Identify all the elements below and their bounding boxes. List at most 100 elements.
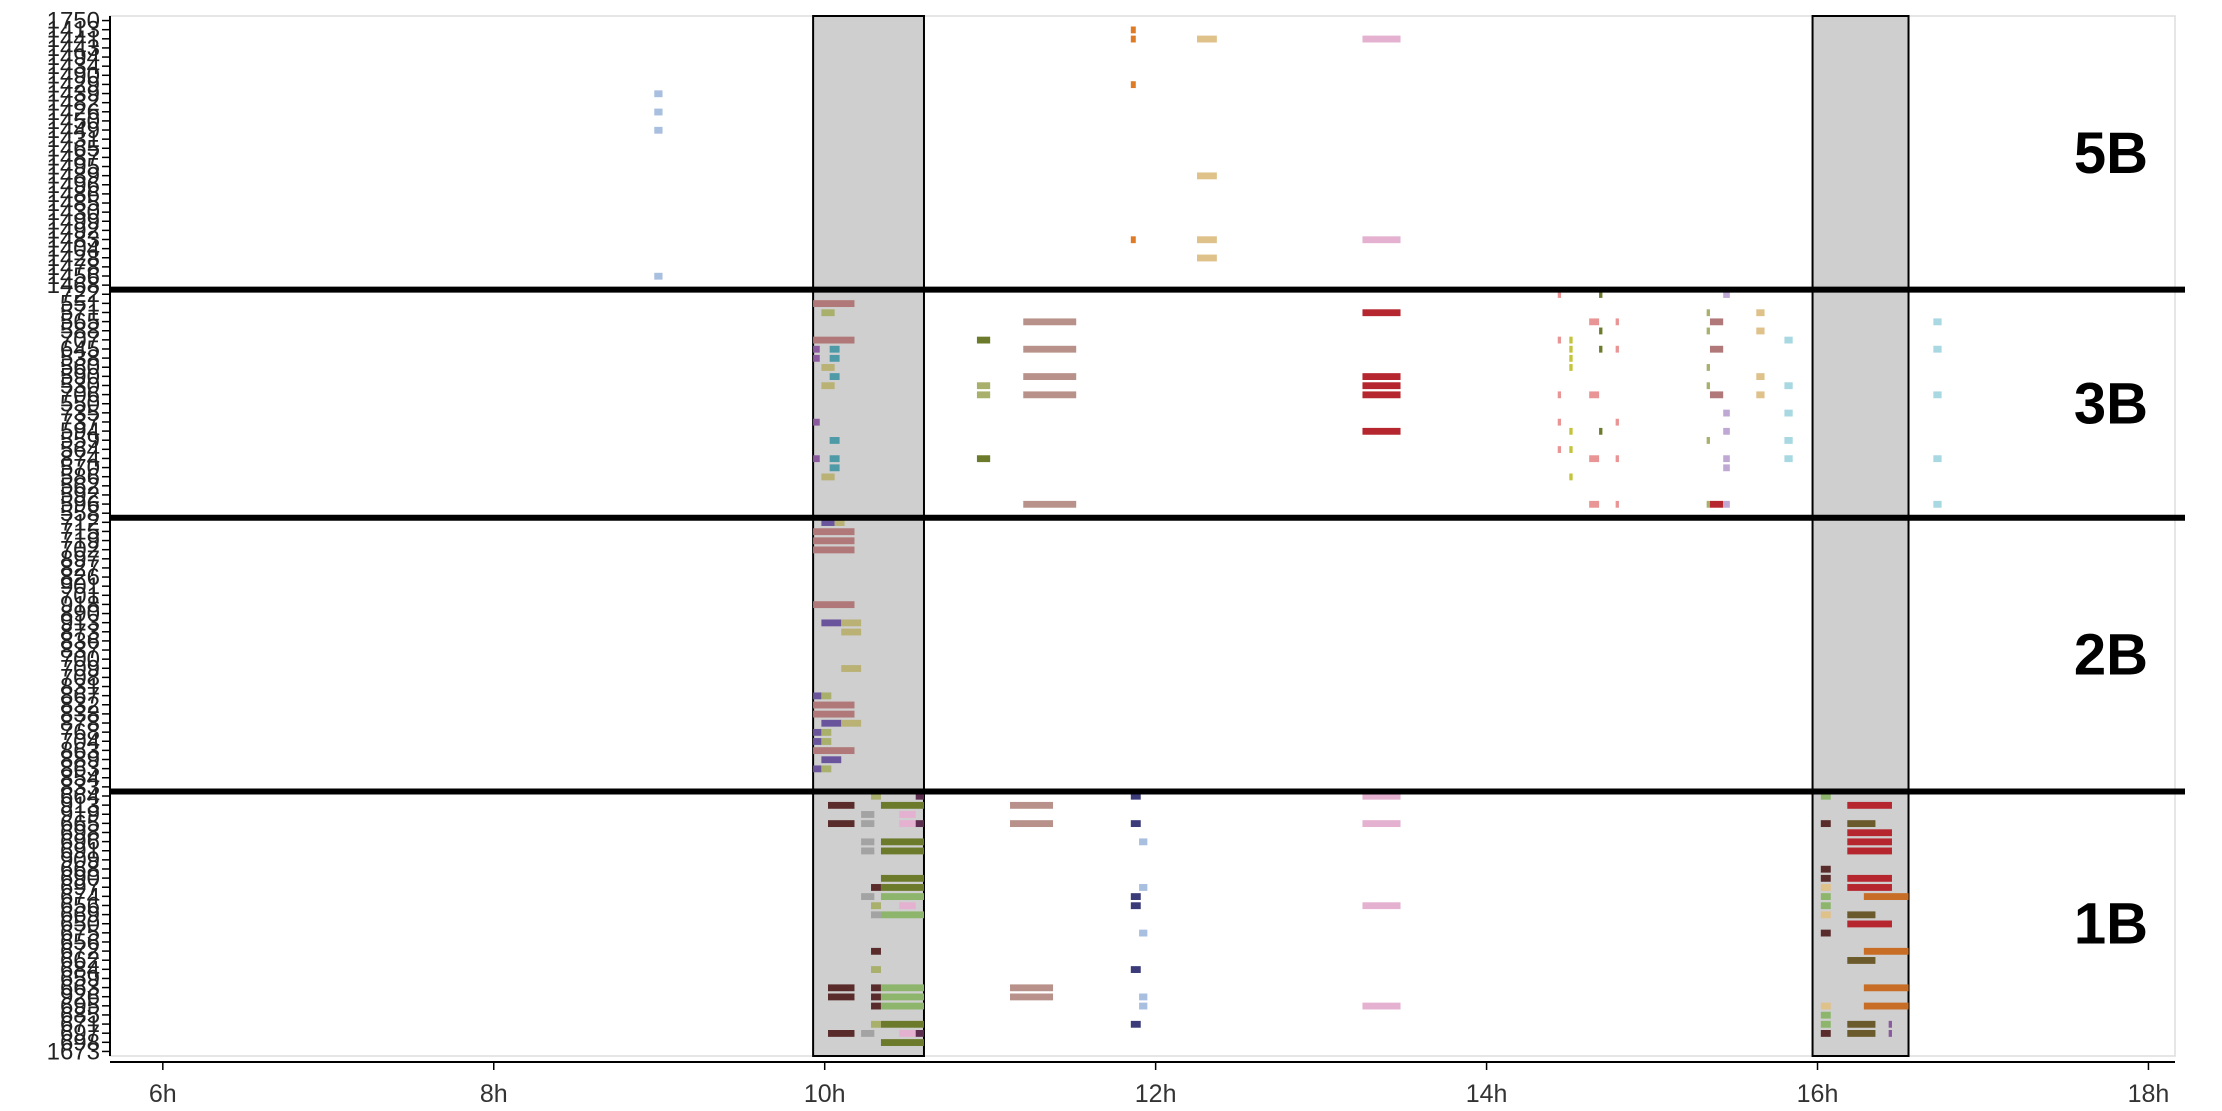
event-bar <box>829 345 840 353</box>
y-tick-label: 707 <box>60 327 100 354</box>
y-tick-label: 590 <box>60 363 100 390</box>
event-bar <box>1847 829 1892 837</box>
event-bar <box>654 108 663 116</box>
y-tick-label: 564 <box>60 436 100 463</box>
event-bar <box>1569 427 1573 435</box>
event-bar <box>1820 874 1831 882</box>
event-bar <box>1130 1020 1141 1028</box>
y-tick-label: 1489 <box>47 163 100 190</box>
event-bar <box>880 874 924 882</box>
event-bar <box>821 619 842 627</box>
y-tick-label: 588 <box>60 318 100 345</box>
event-bar <box>828 801 855 809</box>
event-bar <box>813 354 820 362</box>
event-bar <box>1362 309 1401 317</box>
event-bar <box>1863 893 1909 900</box>
y-tick-label: 1441 <box>47 26 100 53</box>
y-tick-label: 1468 <box>47 272 100 299</box>
event-bar <box>871 792 881 800</box>
y-tick-label: 836 <box>60 628 100 655</box>
x-axis: 6h 8h 10h 12h 14h 16h 18h <box>110 1061 2175 1108</box>
y-tick-label: 833 <box>60 774 100 801</box>
y-tick-label: 827 <box>60 555 100 582</box>
event-bar <box>813 601 855 609</box>
event-bar <box>1599 427 1603 435</box>
y-tick-label: 698 <box>60 819 100 846</box>
event-bar <box>880 1002 924 1010</box>
event-bar <box>1362 373 1401 380</box>
y-tick-label: 594 <box>60 418 100 445</box>
event-bar <box>1569 473 1573 481</box>
event-bar <box>1723 427 1730 435</box>
x-tick-label: 6h <box>149 1080 177 1108</box>
event-bar <box>976 455 991 463</box>
event-bar <box>899 820 916 828</box>
event-bar <box>871 911 881 919</box>
event-bar <box>1933 345 1942 353</box>
event-bar <box>899 811 916 818</box>
event-bar <box>871 947 881 955</box>
event-bar <box>880 847 924 855</box>
y-tick-label: 672 <box>60 938 100 965</box>
y-tick-label: 838 <box>60 701 100 728</box>
y-tick-label: 675 <box>60 920 100 947</box>
event-bar <box>813 345 820 353</box>
y-tick-label: 854 <box>60 765 100 792</box>
event-bar <box>861 893 875 900</box>
y-tick-label: 695 <box>60 993 100 1020</box>
event-bar <box>1820 792 1831 800</box>
y-tick-label: 1673 <box>47 1038 100 1065</box>
y-tick-label: 665 <box>60 810 100 837</box>
event-bar <box>1197 254 1217 262</box>
event-bar <box>1557 336 1562 344</box>
event-bar <box>1010 993 1054 1001</box>
y-tick-label: 691 <box>60 838 100 865</box>
y-tick-label: 1494 <box>47 44 100 71</box>
event-bar <box>1888 1020 1892 1028</box>
event-bar <box>880 801 924 809</box>
event-bar <box>1847 1030 1876 1037</box>
y-tick-label: 706 <box>60 382 100 409</box>
event-bar <box>1847 920 1892 928</box>
event-bar <box>1820 1020 1831 1028</box>
event-bar <box>1784 455 1793 463</box>
y-tick-label: 901 <box>60 573 100 600</box>
event-bar <box>1863 984 1909 992</box>
event-bar <box>1362 236 1401 244</box>
event-bar <box>1139 1002 1148 1010</box>
event-bar <box>1023 500 1077 508</box>
y-tick-label: 919 <box>60 801 100 828</box>
event-bar <box>1130 236 1136 244</box>
event-bar <box>1820 911 1831 919</box>
event-bar <box>1820 902 1831 910</box>
event-bar <box>1706 437 1710 444</box>
event-bar <box>1706 382 1710 390</box>
event-bar <box>1197 35 1217 43</box>
event-bar <box>828 984 855 992</box>
event-bar <box>1557 291 1562 298</box>
event-bars <box>654 26 1942 1046</box>
y-tick-label: 768 <box>60 719 100 746</box>
event-bar <box>821 756 842 764</box>
highlight-interval <box>812 15 925 1057</box>
y-tick-label: 669 <box>60 902 100 929</box>
event-bar <box>1709 318 1724 326</box>
event-bar <box>813 747 855 755</box>
event-bar <box>1820 1030 1831 1037</box>
event-bar <box>813 738 822 745</box>
y-tick-label: 1443 <box>47 35 100 62</box>
event-bar <box>1820 820 1831 828</box>
event-bar <box>880 1039 924 1046</box>
y-tick-label: 659 <box>60 965 100 992</box>
event-bar <box>1847 1020 1876 1028</box>
event-bar <box>1362 35 1401 43</box>
event-bar <box>1756 327 1765 335</box>
event-bar <box>1362 391 1401 399</box>
y-tick-label: 701 <box>60 582 100 609</box>
event-bar <box>813 300 855 308</box>
event-bar <box>1847 884 1892 891</box>
event-bar <box>1706 500 1710 508</box>
event-bar <box>821 364 835 371</box>
event-bar <box>813 418 820 426</box>
